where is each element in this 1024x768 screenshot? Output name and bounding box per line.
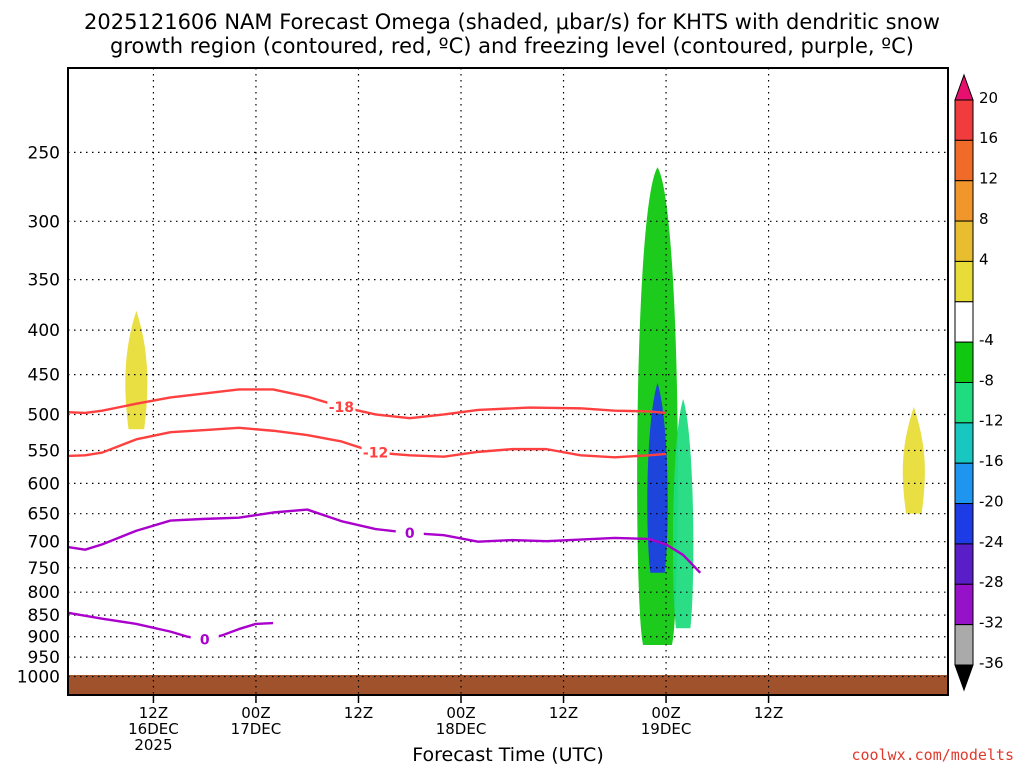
x-tick-label: 12Z [754,704,783,722]
omega-region-2 [672,399,694,629]
y-axis-ticks: 2503003504004505005506006507007508008509… [17,143,60,687]
colorbar-label: -24 [979,533,1004,551]
y-tick-label: 900 [28,628,60,648]
y-tick-label: 500 [28,405,60,425]
chart-title-line2: growth region (contoured, red, ºC) and f… [110,34,914,58]
x-tick-label: 19DEC [641,720,692,738]
terrain-layer [68,675,948,695]
contour-label: -12 [363,446,388,462]
y-tick-label: 750 [28,559,60,579]
colorbar-segment [954,503,974,545]
x-tick-label: 12Z [139,704,168,722]
y-tick-label: 800 [28,583,60,603]
colorbar-segment [954,180,974,222]
colorbar-label: -36 [979,654,1004,672]
chart-title-line1: 2025121606 NAM Forecast Omega (shaded, μ… [84,10,940,34]
colorbar-label: 8 [979,210,989,228]
colorbar-segment [954,220,974,262]
colorbar-segment [954,583,974,626]
colorbar-segment [954,624,974,666]
omega-region-3 [125,310,148,430]
colorbar-label: -32 [979,613,1004,631]
contour-label: 0 [405,526,415,542]
contour-label-bg [361,443,390,460]
contour-label-bg [327,397,356,414]
x-tick-label: 12Z [344,704,373,722]
colorbar-segment [954,301,974,343]
colorbar-segment [954,341,974,383]
credit-link[interactable]: coolwx.com/modelts [851,746,1014,764]
colorbar: 20 16 12 8 4 -4 -8 -12 -16 -20 -24 -28 -32 -36 [954,73,1004,692]
colorbar-label: 12 [979,170,998,188]
contour-label: -18 [329,400,354,416]
contour-line-3 [67,611,274,641]
colorbar-label: 20 [979,89,998,107]
colorbar-label: -20 [979,492,1004,510]
y-tick-label: 550 [28,442,60,462]
x-tick-label: 00Z [446,704,475,722]
y-tick-label: 250 [28,143,60,163]
colorbar-label: -28 [979,573,1004,591]
x-axis-label: Forecast Time (UTC) [412,744,604,766]
x-tick-label: 00Z [241,704,270,722]
colorbar-label: 16 [979,129,998,147]
y-tick-label: 450 [28,366,60,386]
colorbar-label: -16 [979,452,1004,470]
contour-label-bg [190,630,219,647]
y-tick-label: 700 [28,533,60,553]
colorbar-segment [954,260,974,303]
x-tick-label: 17DEC [231,720,282,738]
contour-line-2 [67,508,702,574]
contour-lines: -18 -12 0 0 [67,388,702,649]
x-tick-label: 2025 [134,736,172,754]
contour-label: 0 [200,633,210,649]
contour-label-bg [395,523,424,540]
x-tick-label: 00Z [651,704,680,722]
y-tick-label: 850 [28,606,60,626]
colorbar-segment [954,462,974,505]
x-tick-label: 16DEC [128,720,179,738]
contour-line-0 [67,388,667,420]
x-tick-label: 18DEC [436,720,487,738]
colorbar-bottom-arrow [954,664,974,692]
y-tick-label: 950 [28,648,60,668]
y-tick-label: 600 [28,474,60,494]
colorbar-label: 4 [979,250,989,268]
colorbar-top-arrow [954,73,974,101]
y-tick-label: 650 [28,505,60,525]
colorbar-label: -8 [979,371,994,389]
y-tick-label: 300 [28,212,60,232]
y-tick-label: 1000 [17,668,60,688]
colorbar-segment [954,139,974,182]
colorbar-label: -4 [979,331,994,349]
y-tick-label: 350 [28,271,60,291]
grid-lines [68,68,948,695]
omega-region-4 [902,406,925,514]
colorbar-label: -12 [979,412,1004,430]
colorbar-segment [954,543,974,585]
colorbar-segment [954,99,974,141]
x-tick-label: 12Z [549,704,578,722]
omega-shading [125,167,925,646]
contour-line-1 [67,426,667,459]
plot-frame [67,67,949,696]
terrain-fill [68,675,948,695]
colorbar-segment [954,382,974,424]
colorbar-segment [954,422,974,464]
omega-region-1 [647,382,668,573]
y-tick-label: 400 [28,321,60,341]
